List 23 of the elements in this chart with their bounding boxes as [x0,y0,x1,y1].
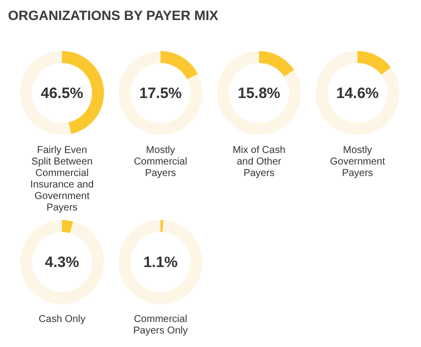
text: 17.5% [139,85,182,102]
text: Mostly Commercial Payers [134,145,188,179]
text: Fairly Even Split Between Commercial Insurance and Government Payers [30,145,94,214]
donut-slice [259,51,294,77]
donut-slice [62,220,74,234]
donut-slice [217,51,301,135]
donut-slice [316,51,400,135]
text: Mostly Government Payers [330,145,386,179]
text: 15.8% [238,85,280,102]
donut-slice [118,51,202,135]
text: Commercial Payers Only [133,314,188,336]
text: 46.5% [40,85,84,102]
donut-slice [160,220,164,232]
donut-slice [358,51,391,75]
text: 14.6% [336,85,379,102]
text: 4.3% [44,254,80,271]
text: Mix of Cash and Other Payers [232,145,286,179]
donut-slice [160,51,198,80]
text: 1.1% [143,254,178,271]
donut-slice [20,220,104,304]
donut-slice [118,220,202,304]
text: ORGANIZATIONS BY PAYER MIX [8,8,218,23]
text: Cash Only [38,314,86,325]
